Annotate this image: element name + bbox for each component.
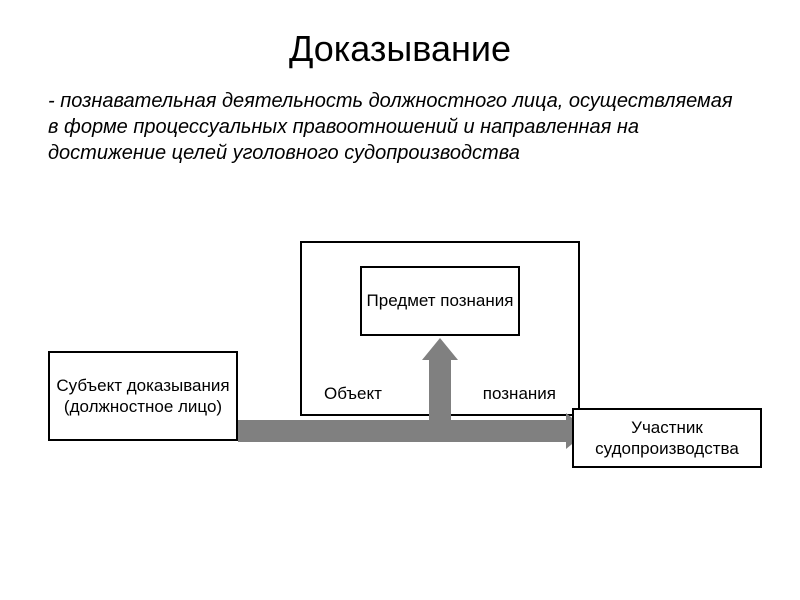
diagram-area: Объект познания Предмет познания Субъект… [0, 176, 800, 536]
box-subject: Субъект доказывания (должностное лицо) [48, 351, 238, 441]
subject-label: Субъект доказывания (должностное лицо) [50, 375, 236, 418]
definition-text: - познавательная деятельность должностно… [0, 70, 800, 166]
arrow-vertical-head [422, 338, 458, 360]
object-label-right: познания [483, 383, 556, 404]
participant-label: Участник судопроизводства [574, 417, 760, 460]
object-label-left: Объект [324, 383, 382, 404]
box-participant: Участник судопроизводства [572, 408, 762, 468]
predmet-label: Предмет познания [367, 290, 514, 311]
arrow-horizontal [238, 420, 568, 442]
arrow-vertical [429, 358, 451, 420]
slide-title: Доказывание [0, 0, 800, 70]
box-predmet: Предмет познания [360, 266, 520, 336]
